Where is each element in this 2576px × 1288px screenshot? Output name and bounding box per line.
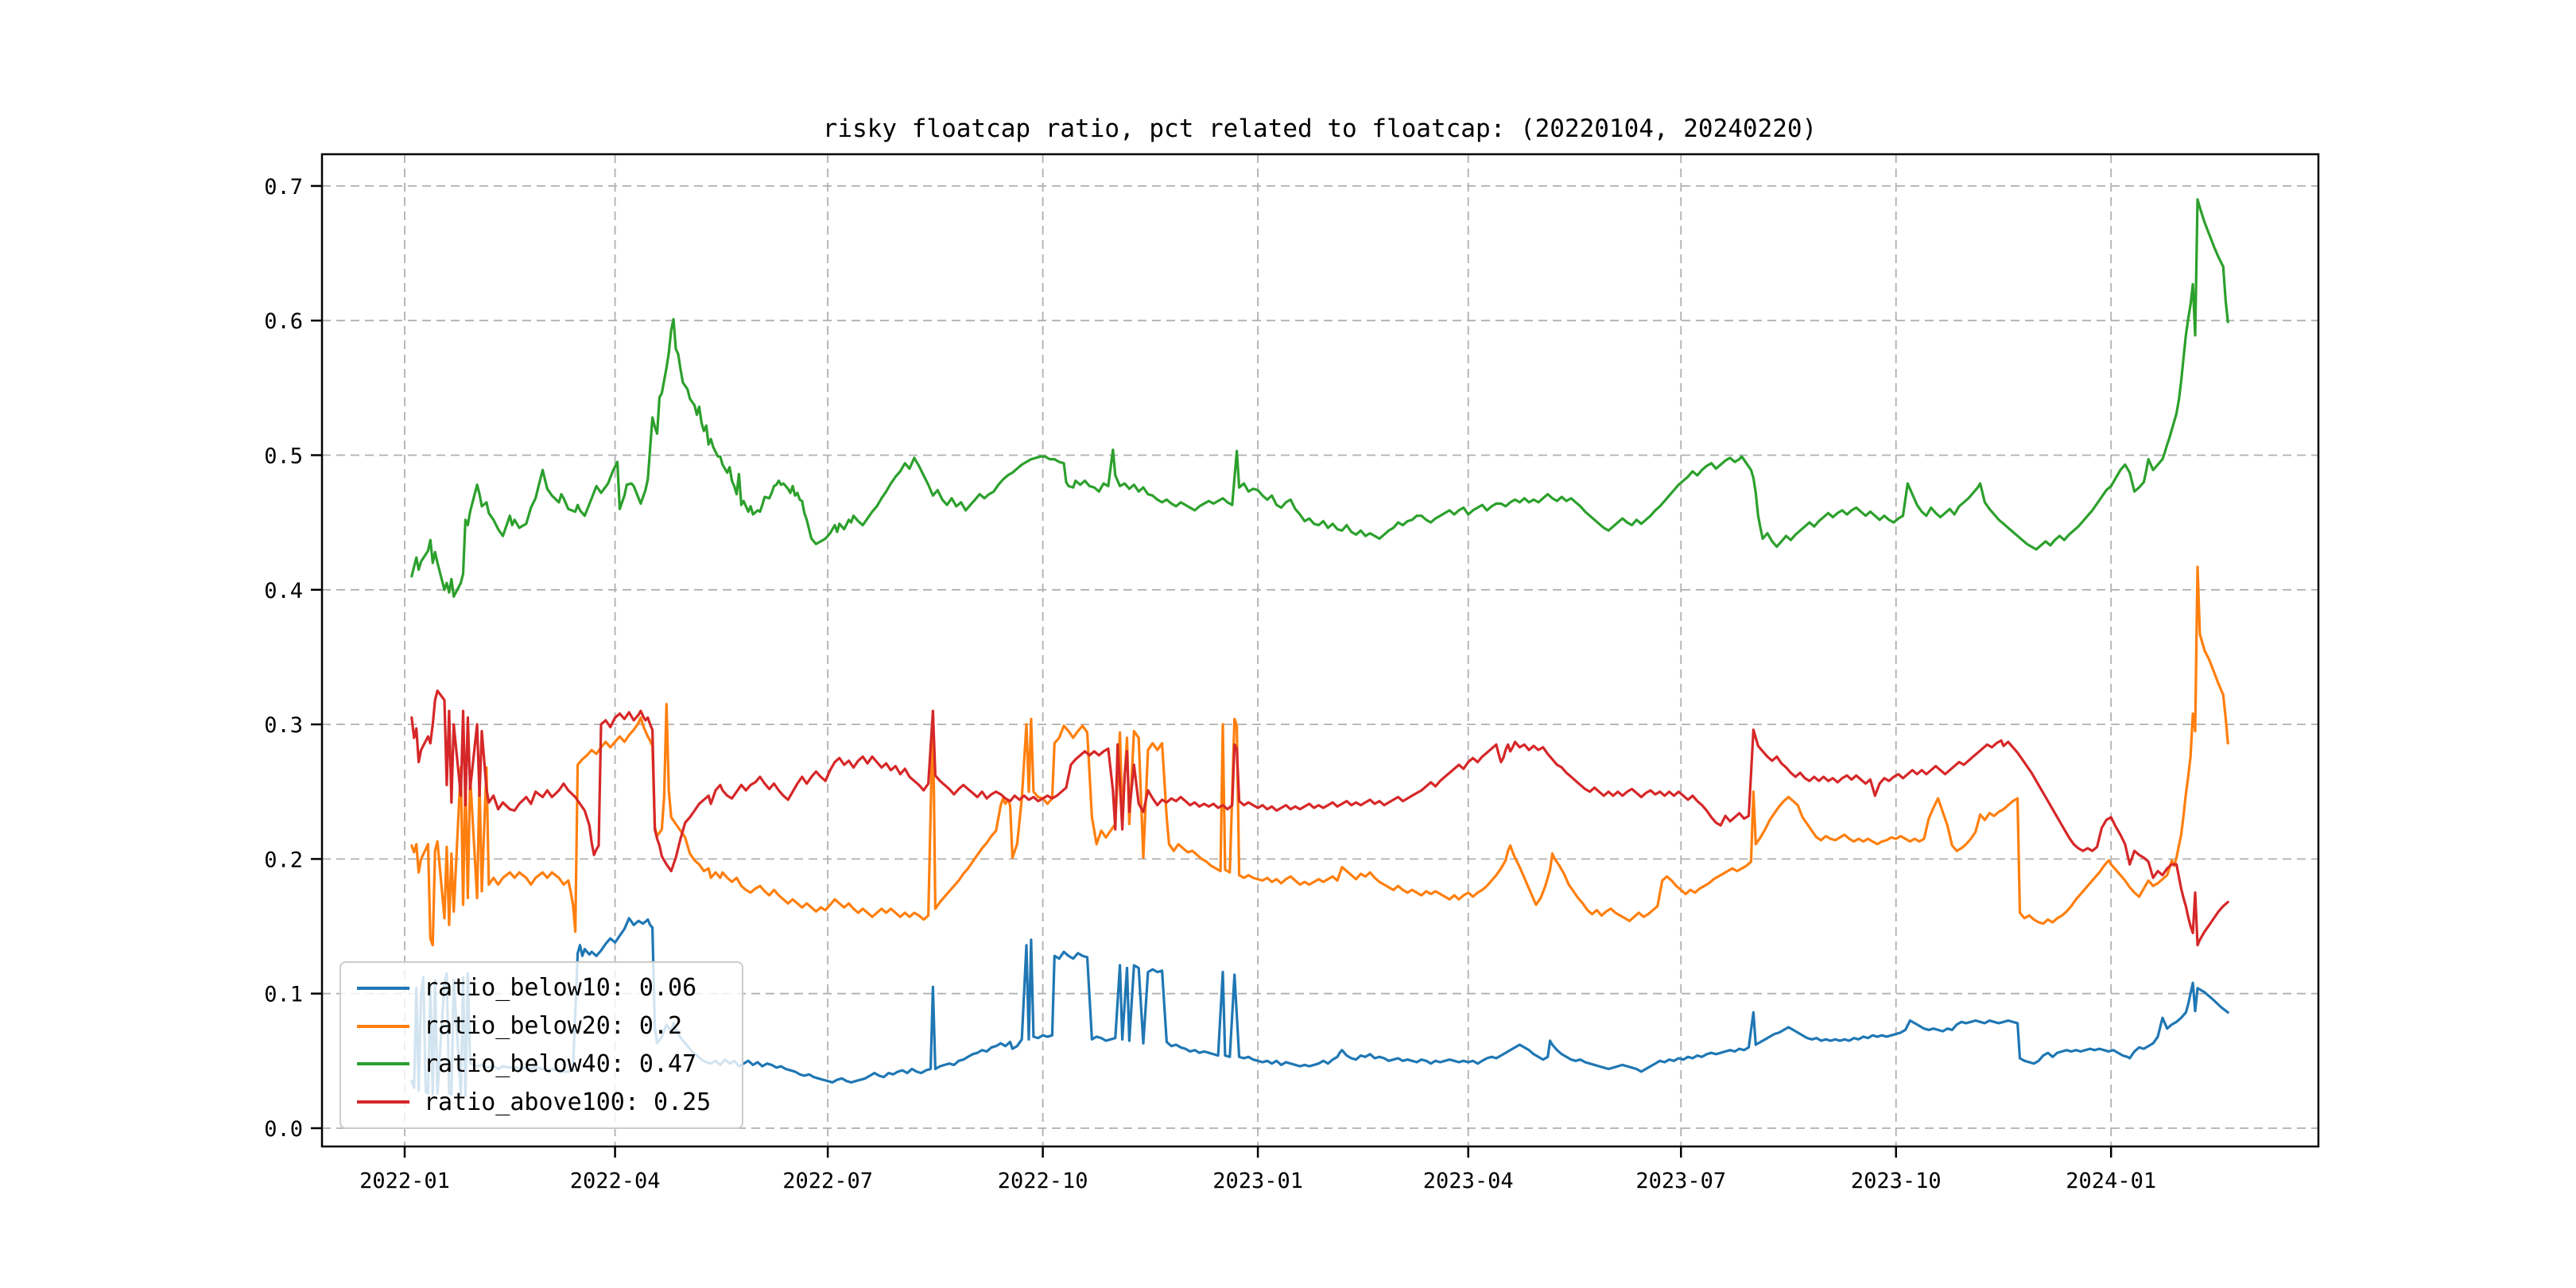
x-tick-label: 2023-04 bbox=[1423, 1169, 1514, 1193]
series-line-ratio_below40 bbox=[410, 198, 2229, 598]
x-tick-label: 2023-01 bbox=[1212, 1169, 1303, 1193]
series-line-ratio_above100 bbox=[410, 689, 2229, 947]
x-tick-label: 2022-10 bbox=[998, 1169, 1088, 1193]
legend-item: ratio_below10: 0.06 bbox=[341, 974, 742, 1002]
y-tick-label: 0.2 bbox=[264, 848, 303, 872]
x-tick-label: 2023-07 bbox=[1635, 1169, 1726, 1193]
legend-label: ratio_below20: 0.2 bbox=[424, 1012, 683, 1041]
axis-tick-labels: 2022-01 2022-04 2022-07 2022-10 2023-01 2023-… bbox=[264, 175, 2156, 1193]
legend-item: ratio_below40: 0.47 bbox=[341, 1050, 742, 1078]
x-tick-label: 2022-04 bbox=[570, 1169, 661, 1193]
legend-label: ratio_below10: 0.06 bbox=[424, 974, 697, 1003]
y-tick-label: 0.4 bbox=[264, 579, 303, 603]
axis-ticks bbox=[311, 184, 2112, 1158]
y-tick-label: 0.1 bbox=[264, 983, 303, 1007]
axes-frame bbox=[320, 153, 2320, 1148]
y-tick-label: 0.0 bbox=[264, 1117, 303, 1142]
chart-legend: ratio_below10: 0.06 ratio_below20: 0.2 r… bbox=[339, 961, 743, 1129]
legend-line-swatch-above100 bbox=[357, 1100, 409, 1104]
x-tick-label: 2022-07 bbox=[782, 1169, 873, 1193]
legend-line-swatch-below10 bbox=[357, 986, 409, 990]
x-tick-label: 2022-01 bbox=[359, 1169, 450, 1193]
x-tick-label: 2023-10 bbox=[1851, 1169, 1942, 1193]
y-tick-label: 0.5 bbox=[264, 444, 303, 469]
y-tick-label: 0.6 bbox=[264, 309, 303, 334]
y-tick-label: 0.7 bbox=[264, 175, 303, 200]
x-tick-label: 2024-01 bbox=[2066, 1169, 2156, 1193]
series-line-ratio_below20 bbox=[410, 565, 2229, 947]
legend-line-swatch-below40 bbox=[357, 1062, 409, 1066]
legend-label: ratio_below40: 0.47 bbox=[424, 1049, 697, 1078]
legend-line-swatch-below20 bbox=[357, 1024, 409, 1028]
y-tick-label: 0.3 bbox=[264, 713, 303, 738]
chart-title: risky floatcap ratio, pct related to flo… bbox=[823, 114, 1817, 143]
legend-label: ratio_above100: 0.25 bbox=[424, 1088, 712, 1116]
legend-item: ratio_below20: 0.2 bbox=[341, 1012, 742, 1040]
legend-item: ratio_above100: 0.25 bbox=[341, 1088, 742, 1116]
